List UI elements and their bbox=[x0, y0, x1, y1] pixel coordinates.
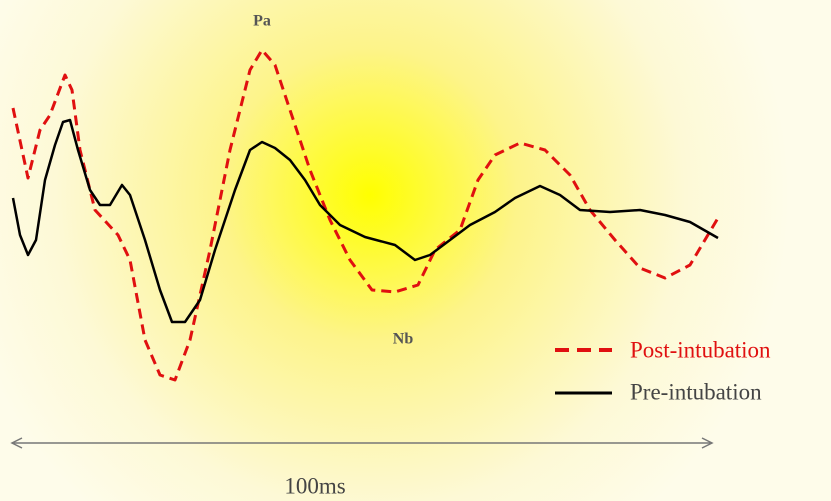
scale-label: 100ms bbox=[284, 473, 345, 498]
scale-arrow bbox=[10, 437, 714, 449]
peak-label: Pa bbox=[253, 13, 271, 30]
legend-label: Post-intubation bbox=[630, 337, 771, 362]
peak-label: Nb bbox=[393, 331, 414, 348]
legend-label: Pre-intubation bbox=[630, 379, 762, 404]
pre-intubation-wave bbox=[11, 118, 719, 324]
